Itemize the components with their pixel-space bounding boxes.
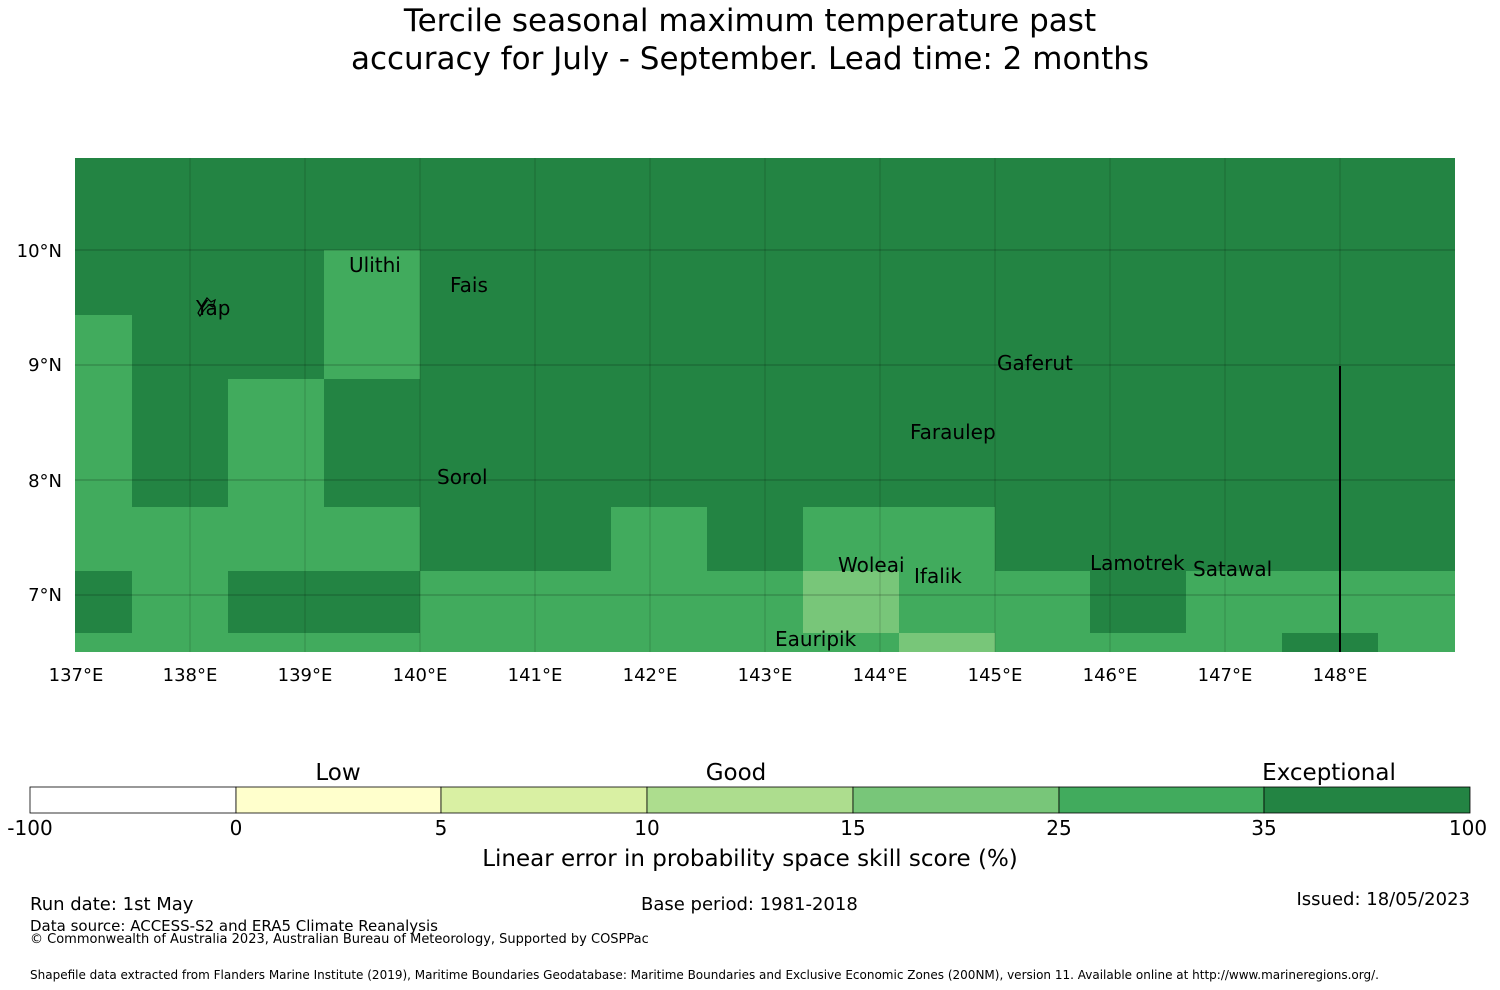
map-title-line-2: accuracy for July - September. Lead time… [350,41,1150,77]
skill-cell [75,315,132,571]
colorbar-tick-label: 25 [1046,816,1072,840]
data-source: Data source: ACCESS-S2 and ERA5 Climate … [30,917,438,935]
colorbar-segment-15-25 [852,786,1060,814]
lat-tick-label: 10°N [17,241,62,262]
colorbar [29,786,1471,814]
map-title: Tercile seasonal maximum temperature pas… [0,2,1500,78]
graticule [75,158,1455,652]
lon-tick-label: 139°E [278,665,333,686]
lon-tick-label: 147°E [1198,665,1253,686]
place-labels: Yap Ulithi Fais Gaferut Faraulep Sorol W… [195,253,1272,651]
skill-cell [1282,633,1378,652]
place-label-ulithi: Ulithi [349,253,401,277]
place-label-woleai: Woleai [838,553,905,577]
skill-cell [132,507,420,571]
lat-tick-label: 7°N [28,585,62,606]
skill-cell [803,507,995,571]
base-period: Base period: 1981-2018 [641,894,858,915]
skill-cell [132,571,228,633]
place-label-eauripik: Eauripik [775,627,857,651]
lon-tick-label: 143°E [738,665,793,686]
lon-tick-label: 141°E [508,665,563,686]
place-label-ifalik: Ifalik [914,564,962,588]
colorbar-tick-label: -100 [7,816,53,840]
run-date: Run date: 1st May [30,894,194,915]
skill-grid [75,158,1455,652]
colorbar-segment-10-15 [646,786,854,814]
place-label-yap: Yap [195,296,230,320]
lat-tick-label: 9°N [28,355,62,376]
place-label-lamotrek: Lamotrek [1090,551,1185,575]
colorbar-label: Linear error in probability space skill … [482,846,1018,872]
lat-tick-label: 8°N [28,471,62,492]
lon-tick-label: 144°E [853,665,908,686]
lon-tick-label: 137°E [49,665,104,686]
colorbar-tick-label: 100 [1448,816,1488,840]
colorbar-tick-label: 10 [634,816,660,840]
lon-tick-label: 148°E [1313,665,1368,686]
skill-cell [75,633,420,652]
skill-cell [803,571,899,633]
place-label-sorol: Sorol [437,465,488,489]
colorbar-tick-label: 35 [1251,816,1277,840]
lon-tick-label: 140°E [393,665,448,686]
colorbar-tick-label: 5 [434,816,448,840]
copyright: © Commonwealth of Australia 2023, Austra… [30,932,649,947]
lon-tick-label: 146°E [1083,665,1138,686]
skill-cell [899,633,995,652]
issued-date: Issued: 18/05/2023 [1296,889,1470,910]
colorbar-segment-neg100-0 [29,786,237,814]
island-outlines [197,297,1341,652]
colorbar-segment-5-10 [440,786,648,814]
shapefile-credit: Shapefile data extracted from Flanders M… [30,968,1379,982]
lon-tick-label: 145°E [968,665,1023,686]
lon-tick-label: 142°E [623,665,678,686]
colorbar-segment-0-5 [235,786,442,814]
colorbar-tick-label: 0 [229,816,243,840]
yap-island-outline [197,297,216,318]
skill-cell [75,571,132,633]
skill-cell [228,571,420,633]
place-label-gaferut: Gaferut [997,351,1073,375]
skill-map: Yap Ulithi Fais Gaferut Faraulep Sorol W… [17,158,1455,686]
colorbar-segment-35-100 [1263,786,1471,814]
axis-ticks: 10°N 9°N 8°N 7°N 137°E 138°E 139°E 140°E… [17,241,1368,686]
map-title-line-1: Tercile seasonal maximum temperature pas… [403,3,1097,39]
colorbar-segment-25-35 [1058,786,1265,814]
colorbar-category-low: Low [315,760,361,786]
colorbar-category-exceptional: Exceptional [1262,760,1396,786]
skill-cell [1090,571,1186,633]
colorbar-category-good: Good [705,760,767,786]
place-label-fais: Fais [450,273,488,297]
place-label-faraulep: Faraulep [910,420,996,444]
skill-cell [611,507,707,571]
skill-cell [324,250,420,379]
lon-tick-label: 138°E [163,665,218,686]
place-label-satawal: Satawal [1193,557,1272,581]
colorbar-tick-label: 15 [840,816,866,840]
